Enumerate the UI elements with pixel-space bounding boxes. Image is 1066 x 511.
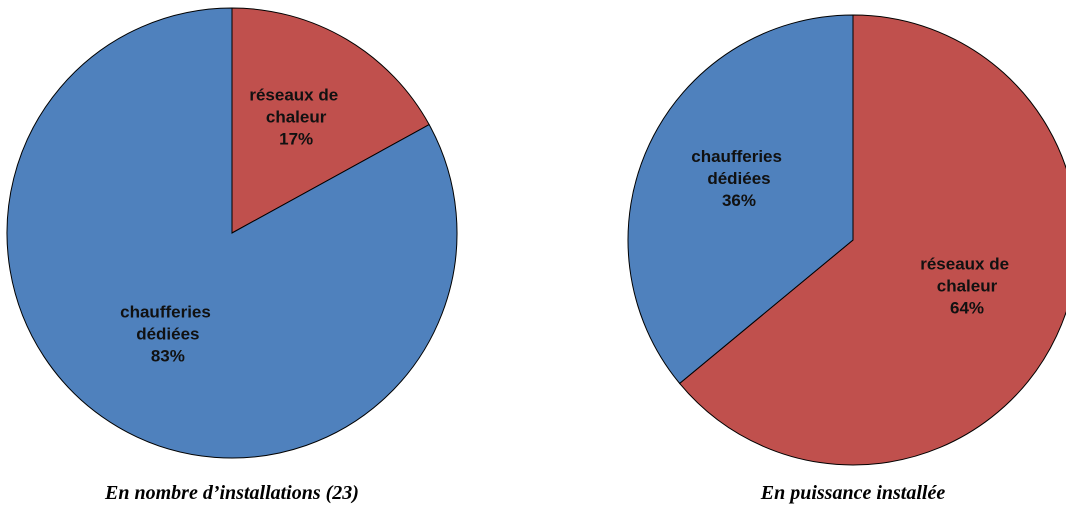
pie-slice <box>627 14 854 385</box>
slice-value-label: 83% <box>151 346 185 365</box>
slice-label: réseaux de chaleur <box>920 254 1014 295</box>
slice-label: réseaux de chaleur <box>249 85 343 126</box>
slice-value-label: 36% <box>722 191 756 210</box>
pie-slice <box>6 7 458 459</box>
pie-slice <box>231 7 430 234</box>
pie-slice <box>678 14 1066 466</box>
slice-label: chaufferies dédiées <box>120 302 215 343</box>
chart-caption: En nombre d’installations (23) <box>104 482 359 504</box>
slice-value-label: 64% <box>950 298 984 317</box>
chart-caption: En puissance installée <box>760 482 946 504</box>
slice-label: chaufferies dédiées <box>691 147 786 188</box>
slice-value-label: 17% <box>279 129 313 148</box>
